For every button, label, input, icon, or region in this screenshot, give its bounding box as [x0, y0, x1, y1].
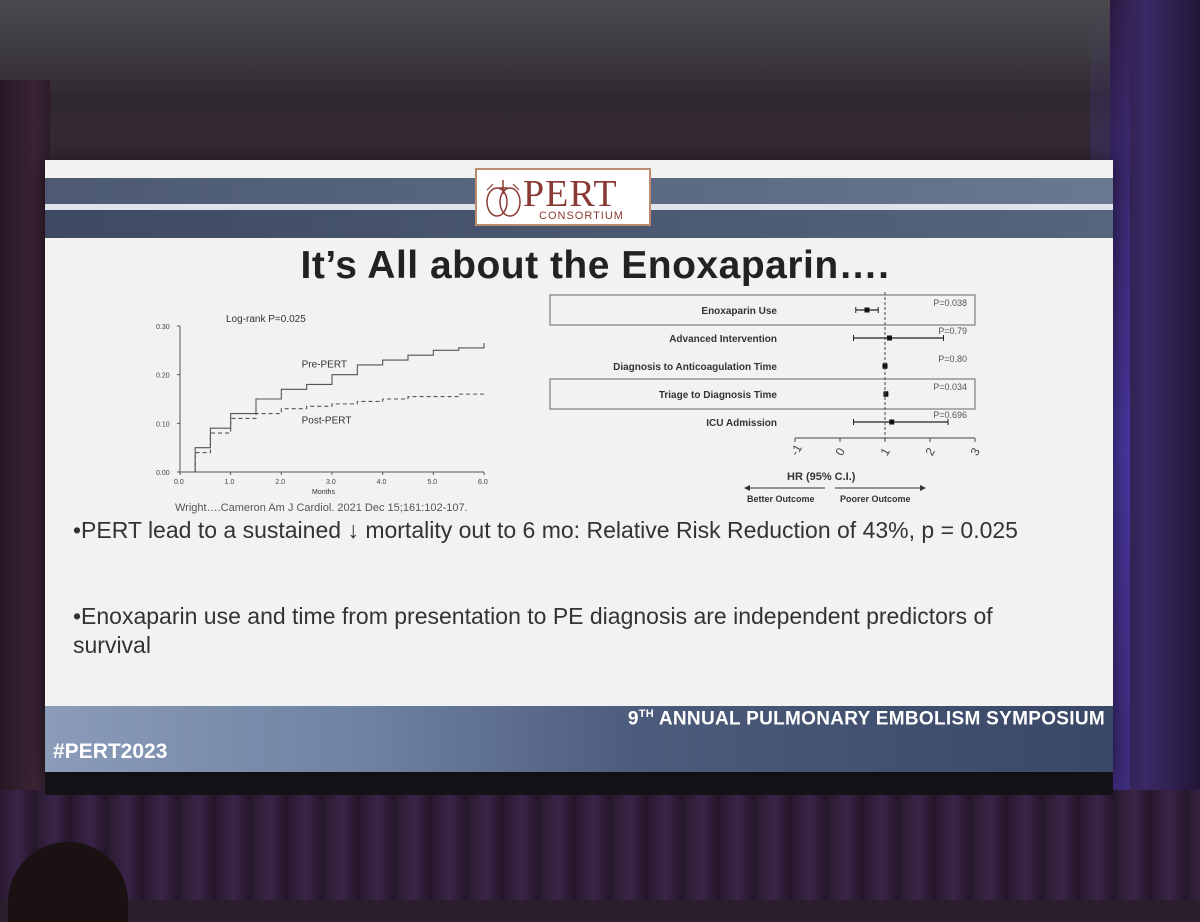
forest-x-tick-label: 2 [922, 445, 938, 458]
forest-point-marker [887, 335, 892, 341]
forest-x-tick-label: 3 [967, 445, 983, 458]
km-x-tick-label: 0.0 [174, 479, 184, 486]
forest-row-label: Triage to Diagnosis Time [659, 390, 778, 401]
km-x-tick-label: 6.0 [478, 479, 488, 486]
highlight-box-triage [549, 378, 976, 410]
forest-row-label: ICU Admission [706, 418, 777, 429]
forest-point-marker [864, 307, 870, 313]
footer-ordinal: 9 [627, 708, 639, 730]
bullet-predictors: •Enoxaparin use and time from presentati… [73, 603, 993, 658]
km-y-tick-label: 0.20 [156, 373, 170, 380]
forest-p-value: P=0.80 [938, 354, 967, 364]
poorer-arrowhead-icon [920, 485, 926, 491]
km-logrank-label: Log-rank P=0.025 [226, 314, 306, 325]
forest-p-value: P=0.79 [938, 326, 967, 336]
slide-title: It’s All about the Enoxaparin…. [300, 244, 890, 287]
forest-plot: Enoxaparin Use P=0.038 Advanced Interventi… [549, 292, 983, 504]
lung-logo-icon [486, 180, 521, 217]
forest-p-value: P=0.034 [933, 382, 967, 392]
symposium-title: 9TH ANNUAL PULMONARY EMBOLISM SYMPOSIUM [500, 708, 1105, 730]
footer-ordinal-suffix: TH [638, 708, 655, 720]
km-lines: Pre-PERT Post-PERT [180, 343, 485, 473]
forest-point-marker [882, 363, 888, 369]
km-axes: 0.30 0.20 0.10 0.00 0.0 1.0 2.0 3.0 4.0 5.0 6.0 [156, 324, 488, 486]
citation: Wright….Cameron Am J Cardiol. 2021 Dec 1… [175, 502, 468, 514]
left-pillar [0, 80, 50, 900]
km-x-axis-label: Months [312, 489, 335, 496]
logo-text-pert: PERT [523, 173, 618, 215]
post-pert-line [180, 393, 484, 473]
poorer-outcome-label: Poorer Outcome [840, 494, 911, 504]
logo-text-consortium: CONSORTIUM [539, 210, 624, 222]
forest-row-label: Diagnosis to Anticoagulation Time [613, 362, 777, 373]
better-arrowhead-icon [744, 485, 750, 491]
stage-curtain [0, 790, 1200, 900]
forest-row-label: Advanced Intervention [669, 334, 777, 345]
forest-x-tick-label: -1 [787, 442, 805, 459]
km-y-tick-label: 0.10 [156, 421, 170, 428]
forest-p-value: P=0.038 [933, 298, 967, 308]
km-x-tick-label: 1.0 [225, 479, 235, 486]
footer-title-text: ANNUAL PULMONARY EMBOLISM SYMPOSIUM [654, 708, 1105, 730]
better-outcome-label: Better Outcome [747, 494, 815, 504]
ceiling [0, 0, 1200, 90]
km-x-tick-label: 2.0 [275, 479, 285, 486]
hashtag: #PERT2023 [53, 740, 168, 763]
forest-p-value: P=0.696 [933, 410, 967, 420]
bullet-mortality: •PERT lead to a sustained ↓ mortality ou… [73, 517, 1018, 543]
forest-row-label: Enoxaparin Use [701, 306, 777, 317]
forest-point-marker [883, 391, 889, 397]
km-y-tick-label: 0.00 [156, 470, 170, 477]
footer-band [45, 706, 1113, 772]
post-pert-label: Post-PERT [302, 415, 352, 426]
pre-pert-label: Pre-PERT [302, 359, 347, 370]
highlight-box-enoxaparin [549, 294, 976, 326]
km-x-tick-label: 4.0 [377, 479, 387, 486]
forest-rows: Enoxaparin Use P=0.038 Advanced Interventi… [549, 294, 976, 429]
forest-axis: -1 0 1 2 3 [787, 292, 983, 458]
forest-x-axis-label: HR (95% C.I.) [787, 471, 856, 483]
pert-consortium-logo: PERT CONSORTIUM [475, 168, 651, 226]
forest-x-tick-label: 0 [832, 445, 848, 458]
projection-screen: PERT CONSORTIUM It’s All about the Enoxa… [45, 160, 1113, 772]
km-x-tick-label: 3.0 [326, 479, 336, 486]
kaplan-meier-chart: Log-rank P=0.025 0.30 0.20 0.10 0.00 0.0 1.0 2… [156, 314, 488, 496]
pre-pert-line [180, 343, 485, 473]
forest-point-marker [889, 419, 895, 425]
forest-x-tick-label: 1 [877, 445, 893, 458]
km-y-tick-label: 0.30 [156, 324, 170, 331]
km-x-tick-label: 5.0 [427, 479, 437, 486]
